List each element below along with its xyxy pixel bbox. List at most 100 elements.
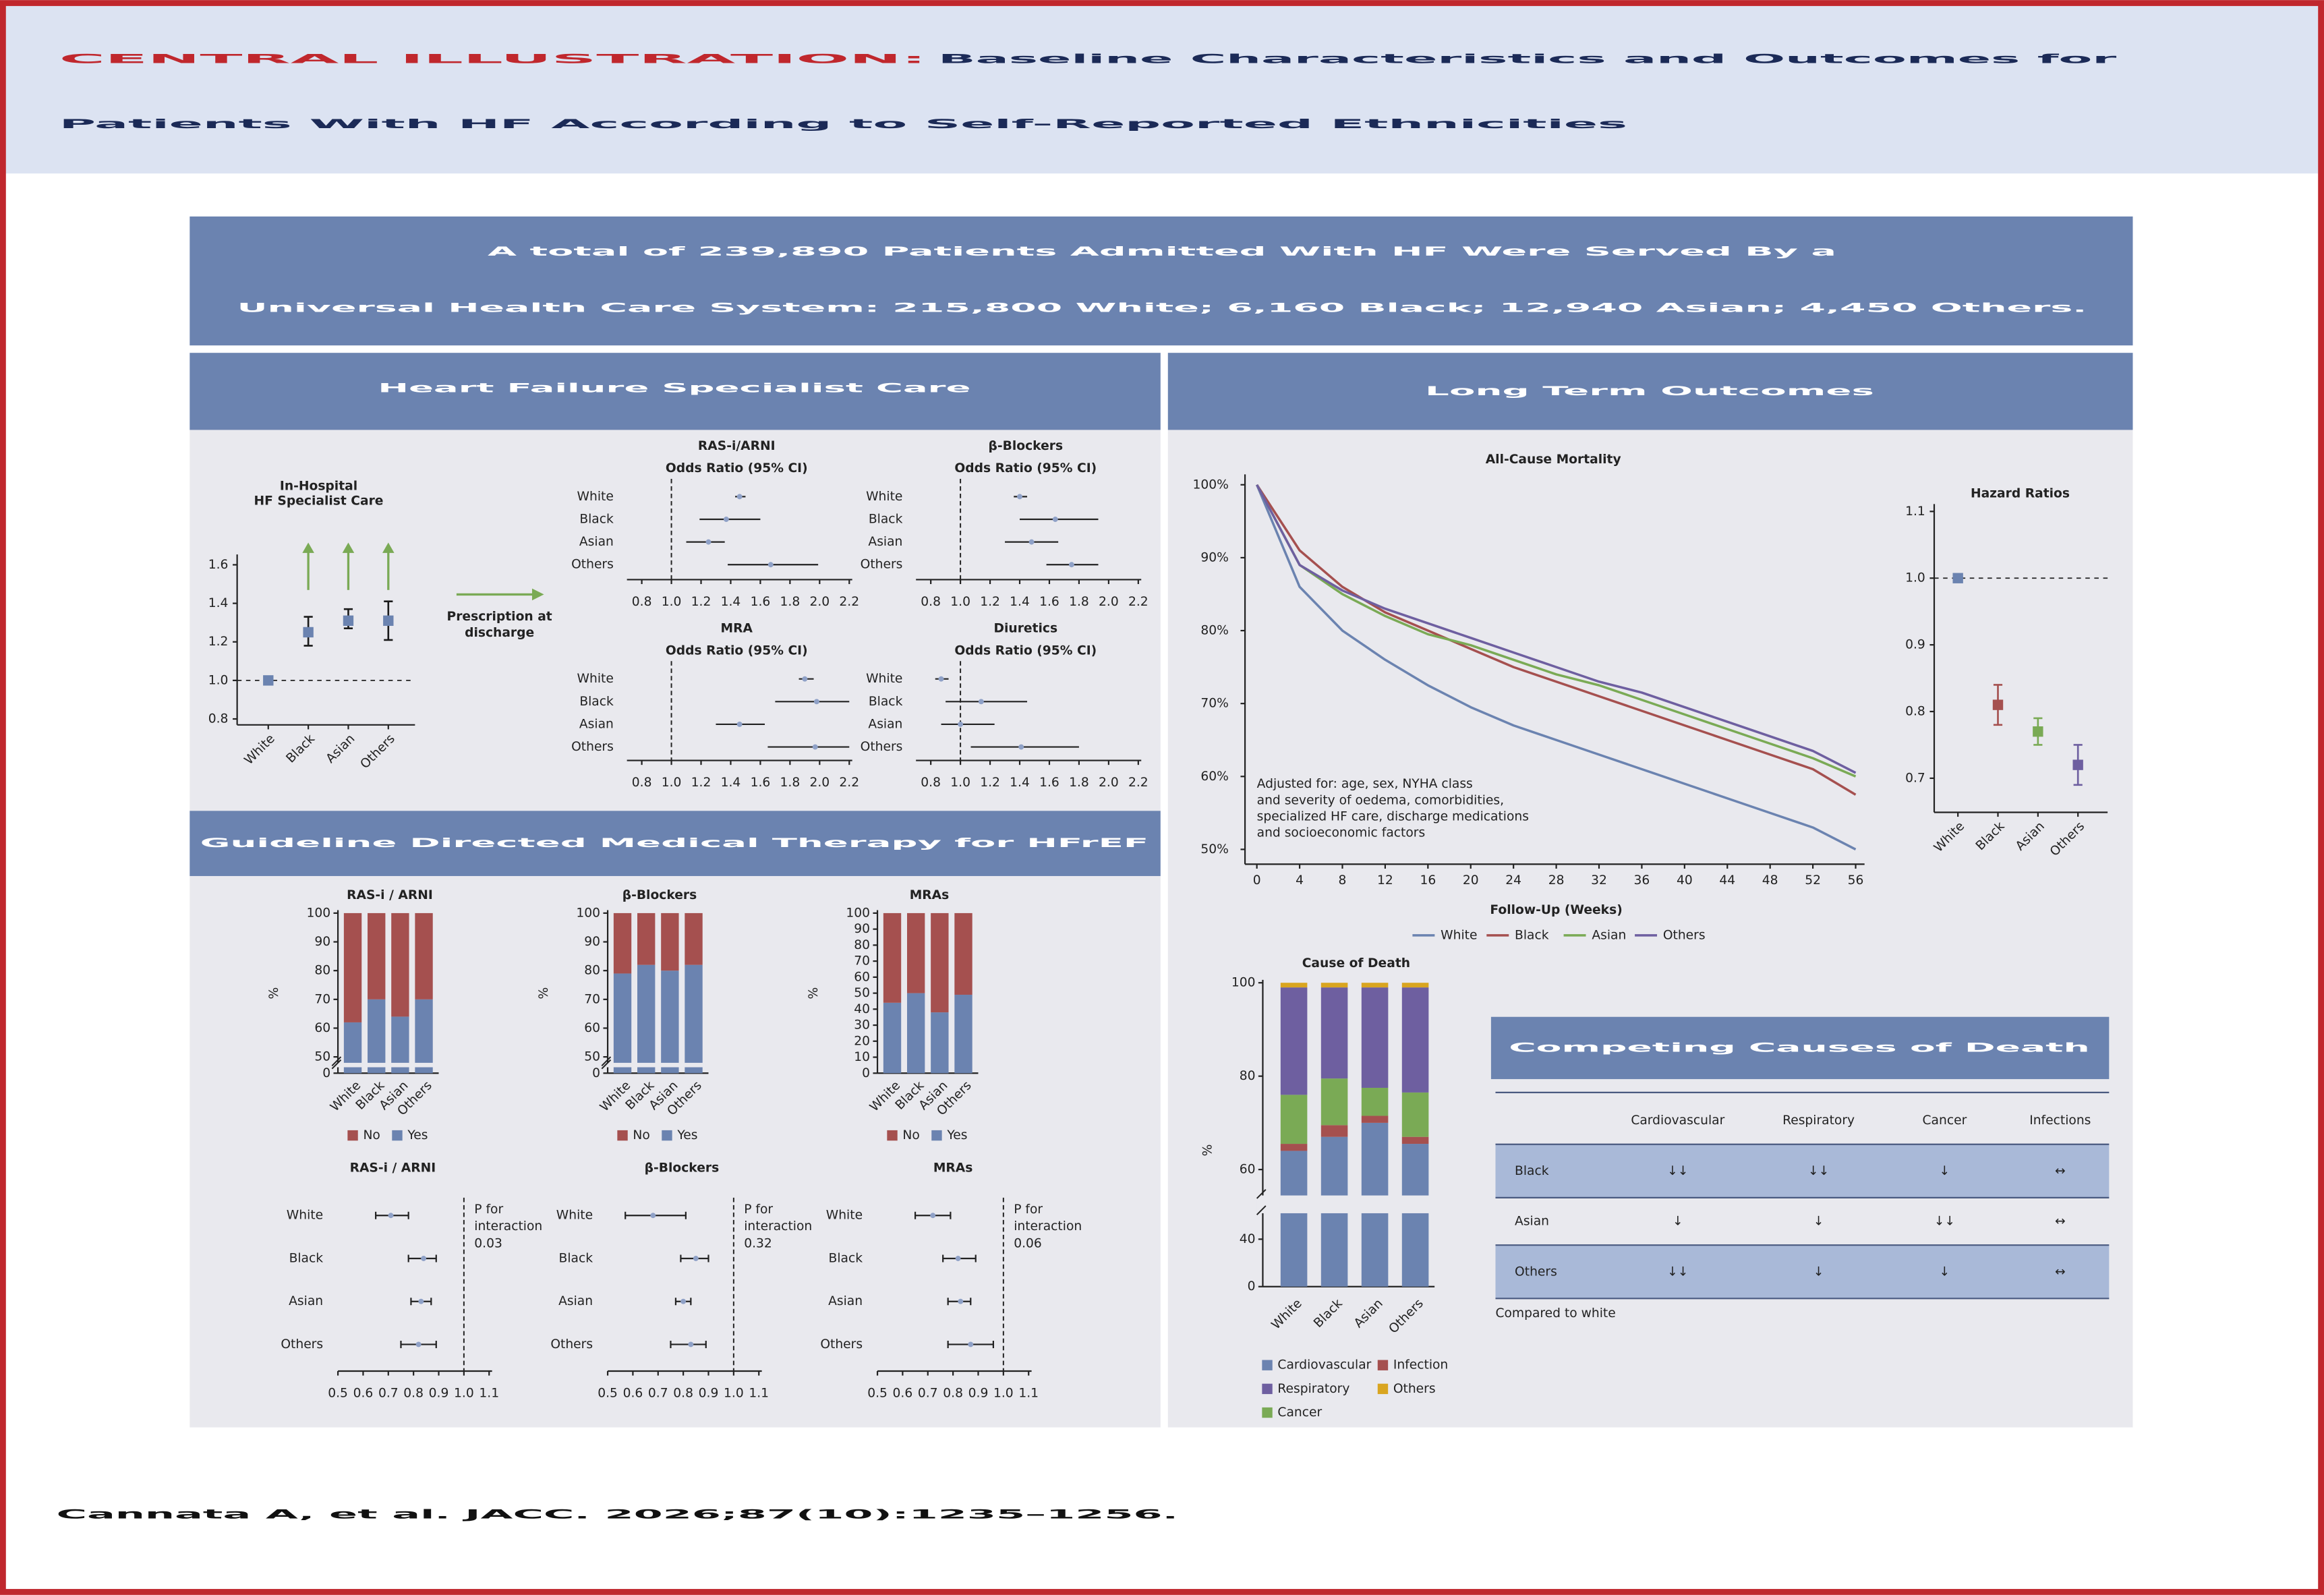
y-tick-label: 80 xyxy=(1240,1069,1256,1083)
x-tick-label: 0.7 xyxy=(378,1386,399,1400)
x-tick-label: 0 xyxy=(1253,873,1261,888)
x-tick-label: 20 xyxy=(1463,873,1479,888)
point xyxy=(1068,562,1074,568)
x-tick-label: 1.4 xyxy=(721,776,741,790)
table-cell: ↓↓ xyxy=(1667,1164,1688,1178)
annotation: specialized HF care, discharge medicatio… xyxy=(1257,810,1529,824)
annotation: 0.03 xyxy=(474,1237,502,1251)
legend-label: No xyxy=(633,1128,649,1142)
x-tick-label: 1.1 xyxy=(479,1386,499,1400)
legend-swatch xyxy=(1262,1360,1273,1370)
y-tick-label: 60 xyxy=(584,1021,600,1035)
y-tick-label: 0 xyxy=(862,1066,870,1080)
legend-label: Cancer xyxy=(1277,1405,1322,1420)
table-cell: ↔ xyxy=(2055,1215,2066,1229)
axis-break-gap xyxy=(602,1062,706,1068)
chart-title: RAS-i / ARNI xyxy=(347,888,433,902)
x-tick-label: 0.8 xyxy=(403,1386,424,1400)
y-tick-label: 60 xyxy=(1240,1163,1256,1177)
banner-text: A total of 239,890 Patients Admitted Wit… xyxy=(488,245,1836,259)
bar-segment xyxy=(613,973,632,1074)
y-tick-label: 60 xyxy=(854,970,870,984)
bar-segment xyxy=(1401,1144,1429,1287)
survival-curve xyxy=(1256,484,1857,778)
legend-label: Yes xyxy=(946,1128,967,1142)
chart-title: Diuretics xyxy=(994,621,1058,635)
y-tick-label: 40 xyxy=(854,1002,870,1016)
chart-title: MRA xyxy=(721,621,753,635)
bar-segment xyxy=(1280,1144,1308,1151)
increase-arrows xyxy=(302,542,544,601)
annotation: interaction xyxy=(1014,1219,1082,1234)
x-tick-label: 0.6 xyxy=(623,1386,643,1400)
point xyxy=(705,539,711,545)
point xyxy=(767,562,774,568)
section-title: Long Term Outcomes xyxy=(1425,384,1874,399)
table-cell: ↔ xyxy=(2055,1265,2066,1279)
table-cell: ↓ xyxy=(1813,1265,1824,1279)
x-tick-label: 1.2 xyxy=(691,595,711,609)
bar-segment xyxy=(1320,983,1348,988)
table-column-header: Cardiovascular xyxy=(1631,1113,1724,1128)
y-tick-label: 1.4 xyxy=(208,596,229,610)
y-tick-label: 0.8 xyxy=(1905,705,1925,719)
point xyxy=(688,1341,694,1347)
row-label: Others xyxy=(281,1337,323,1352)
annotation: interaction xyxy=(744,1219,812,1234)
point xyxy=(303,627,314,638)
point xyxy=(736,494,743,500)
row-label: Others xyxy=(820,1337,863,1352)
x-tick-label: 1.8 xyxy=(1069,595,1089,609)
table-cell: ↓ xyxy=(1673,1215,1683,1229)
bar-segment xyxy=(1320,1078,1348,1126)
x-tick-label: 0.9 xyxy=(429,1386,449,1400)
row-label: Others xyxy=(550,1337,593,1352)
x-tick-label: 0.9 xyxy=(699,1386,719,1400)
annotation: and severity of oedema, comorbidities, xyxy=(1257,793,1504,807)
x-tick-label: 2.0 xyxy=(1099,776,1119,790)
legend-label: No xyxy=(363,1128,380,1142)
point xyxy=(812,744,818,750)
table-column-header: Infections xyxy=(2029,1113,2091,1128)
table-cell: ↓↓ xyxy=(1808,1164,1829,1178)
y-tick-label: 70 xyxy=(584,992,600,1006)
axis-break-mark xyxy=(601,1056,612,1070)
chart-subtitle: Odds Ratio (95% CI) xyxy=(666,643,808,658)
y-tick-label: 80 xyxy=(854,938,870,952)
x-tick-label: 8 xyxy=(1339,873,1347,888)
x-tick-label: 1.2 xyxy=(980,776,1000,790)
point xyxy=(388,1213,394,1219)
table-row-label: Asian xyxy=(1515,1215,1549,1229)
x-tick-label: 56 xyxy=(1848,873,1864,888)
x-tick-label: 0.7 xyxy=(918,1386,938,1400)
x-tick-label: 0.8 xyxy=(632,776,652,790)
annotation: 0.32 xyxy=(744,1237,772,1251)
annotation: P for xyxy=(1014,1202,1043,1217)
chart-title: Cause of Death xyxy=(1302,956,1410,970)
bar-segment xyxy=(906,993,925,1074)
point xyxy=(955,1256,961,1261)
y-tick-label: 80 xyxy=(584,964,600,978)
y-tick-label: 20 xyxy=(854,1034,870,1048)
x-tick-label: 1.0 xyxy=(454,1386,474,1400)
point xyxy=(1018,744,1024,750)
row-label: White xyxy=(866,490,902,504)
y-tick-label: 0 xyxy=(1248,1279,1256,1294)
x-tick-label: 2.2 xyxy=(1128,776,1149,790)
bar-segment xyxy=(1280,1095,1308,1144)
point xyxy=(2072,759,2083,770)
x-tick-label: 0.5 xyxy=(328,1386,348,1400)
point xyxy=(2033,726,2043,737)
x-tick-label: 36 xyxy=(1634,873,1650,888)
bar-segment xyxy=(661,970,679,1074)
point xyxy=(802,676,808,682)
point xyxy=(958,1298,964,1304)
y-tick-label: 100 xyxy=(1231,976,1256,990)
header-band xyxy=(5,5,2319,174)
survival-curve xyxy=(1256,484,1857,774)
x-axis-label: Follow-Up (Weeks) xyxy=(1490,903,1622,917)
chart-title: RAS-i/ARNI xyxy=(698,439,776,453)
axis-break-mark xyxy=(1256,1189,1267,1215)
row-label: Asian xyxy=(579,535,614,549)
y-tick-label: 1.6 xyxy=(208,558,229,572)
